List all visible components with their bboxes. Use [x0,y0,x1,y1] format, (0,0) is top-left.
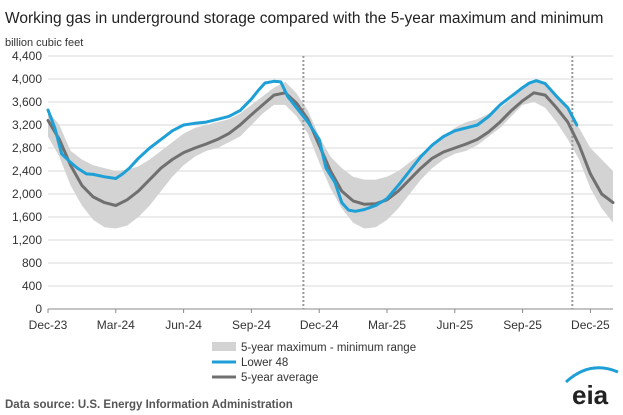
x-tick-label: Dec-25 [571,318,610,332]
y-tick-label: 4,000 [12,72,42,86]
legend-label-range: 5-year maximum - minimum range [241,342,416,354]
x-tick-label: Sep-24 [232,318,271,332]
y-tick-label: 3,600 [12,95,42,109]
chart-title: Working gas in underground storage compa… [5,10,603,27]
x-tick-labels: Dec-23 Mar-24 Jun-24 Sep-24 Dec-24 Mar-25 Jun-… [29,309,610,332]
legend-swatch-range [212,342,236,351]
x-tick-label: Jun-24 [165,318,202,332]
y-tick-label: 1,200 [12,233,42,247]
x-tick-label: Mar-24 [97,318,135,332]
x-tick-label: Dec-23 [29,318,68,332]
eia-logo-text: eia [572,380,609,410]
series-line-5-year-average [46,91,615,207]
legend: 5-year maximum - minimum range Lower 48 … [212,342,416,384]
eia-logo: eia [564,366,619,410]
x-tick-label: Sep-25 [503,318,542,332]
eia-logo-arc-icon [564,366,619,384]
source-note: Data source: U.S. Energy Information Adm… [5,399,293,411]
range-band-group [48,81,613,229]
legend-label-average: 5-year average [241,372,318,384]
x-tick-label: Mar-25 [368,318,406,332]
x-tick-label: Dec-24 [300,318,339,332]
series-lines [46,79,615,213]
y-tick-label: 2,400 [12,164,42,178]
y-tick-label: 2,800 [12,141,42,155]
y-tick-label: 1,600 [12,210,42,224]
y-tick-label: 4,400 [12,49,42,63]
range-band [48,81,613,229]
x-tick-label: Jun-25 [436,318,473,332]
y-axis-label: billion cubic feet [5,37,83,49]
y-tick-label: 400 [22,279,42,293]
y-tick-label: 2,000 [12,187,42,201]
series-line-lower-48 [46,79,579,213]
y-tick-label: 0 [35,302,42,316]
legend-label-lower48: Lower 48 [241,357,288,369]
y-tick-label: 800 [22,256,42,270]
y-tick-label: 3,200 [12,118,42,132]
y-tick-labels: 0 400 800 1,200 1,600 2,000 2,400 2,800 3,200 3,6… [12,49,42,316]
